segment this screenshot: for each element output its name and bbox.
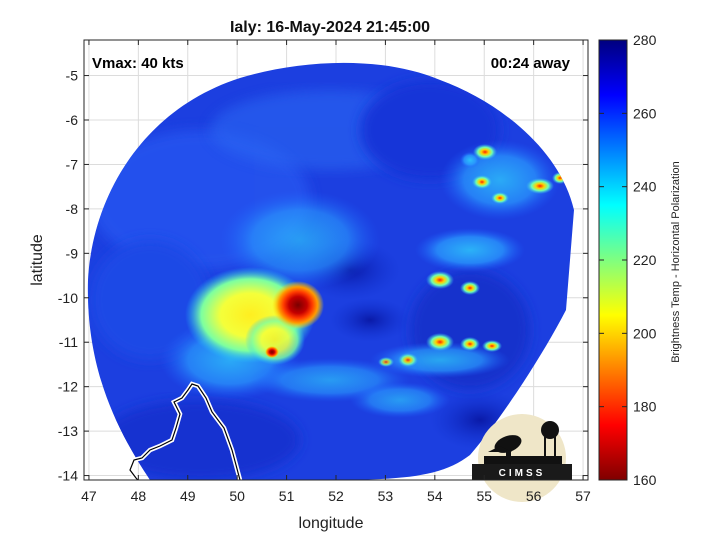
x-tick-label: 52 [328,488,344,504]
colorbar-tick-label: 160 [633,472,657,488]
x-tick-label: 49 [180,488,196,504]
x-tick-label: 57 [575,488,591,504]
chart-title: Ialy: 16-May-2024 21:45:00 [230,19,430,36]
y-tick-label: -12 [58,379,78,395]
y-tick-label: -8 [66,201,79,217]
x-tick-label: 53 [378,488,394,504]
brightness-temperature-swath [87,62,574,480]
colorbar-tick-label: 260 [633,105,657,121]
y-tick-label: -6 [66,112,79,128]
y-tick-label: -14 [58,468,78,484]
y-tick-label: -9 [66,245,79,261]
x-tick-label: 47 [81,488,97,504]
x-axis: 47 48 49 50 51 52 53 54 55 56 57 [81,40,591,504]
logo-text: CIMSS [499,468,546,479]
y-axis-label: latitude [29,234,46,286]
x-axis-label: longitude [299,515,364,532]
logo-silhouette [484,421,562,466]
colorbar-tick-label: 200 [633,325,657,341]
colorbar-tick-label: 220 [633,252,657,268]
colorbar-tick-label: 280 [633,32,657,48]
colorbar-ticks: 280 260 240 220 200 180 160 [599,32,657,488]
y-tick-label: -11 [59,334,78,350]
y-tick-label: -10 [58,290,78,306]
colorbar-tick-label: 240 [633,179,657,195]
x-tick-label: 55 [476,488,492,504]
vmax-label: Vmax: 40 kts [92,55,184,72]
colorbar-label: Brightness Temp - Horizontal Polarizatio… [670,161,682,363]
coastline [127,381,243,480]
y-tick-label: -13 [58,423,78,439]
x-tick-label: 56 [526,488,542,504]
y-axis: -5 -6 -7 -8 -9 -10 -11 -12 -13 -14 [58,68,588,484]
time-away-label: 00:24 away [491,55,571,72]
x-tick-label: 48 [131,488,147,504]
logo-band [472,464,572,480]
x-tick-label: 51 [279,488,295,504]
x-tick-label: 54 [427,488,443,504]
y-tick-label: -7 [66,156,79,172]
y-tick-label: -5 [66,68,79,84]
x-tick-label: 50 [229,488,245,504]
colorbar-tick-label: 180 [633,399,657,415]
